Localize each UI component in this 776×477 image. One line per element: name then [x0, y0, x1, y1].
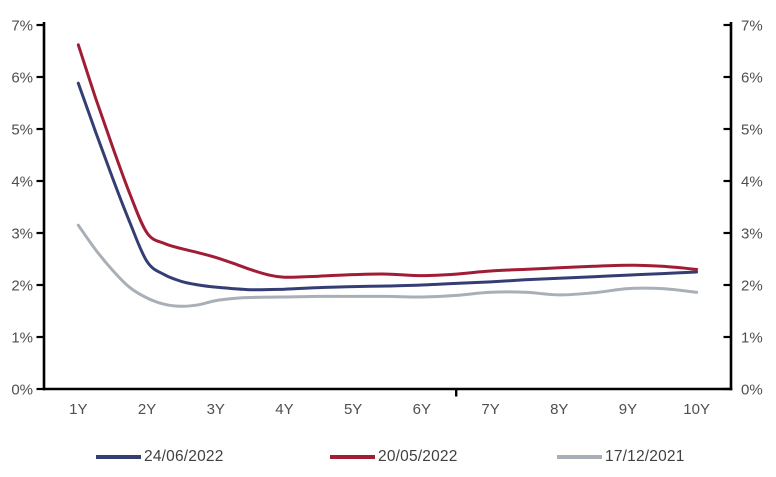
x-tick-label: 10Y: [683, 401, 710, 418]
series-lines: [76, 43, 699, 308]
chart-legend: 24/06/2022 20/05/2022 17/12/2021: [0, 445, 776, 469]
legend-line-swatch-red: [330, 455, 375, 459]
legend-label: 17/12/2021: [605, 448, 685, 465]
x-tick-label: 2Y: [138, 401, 156, 418]
y-tick-label-right: 7%: [741, 18, 763, 35]
y-tick-label-left: 6%: [11, 70, 33, 87]
legend-item-2: 17/12/2021: [557, 445, 685, 469]
x-tick-label: 9Y: [619, 401, 637, 418]
y-tick-label-left: 4%: [11, 174, 33, 191]
y-tick-label-right: 3%: [741, 226, 763, 243]
x-tick-label: 4Y: [275, 401, 293, 418]
x-tick-label: 7Y: [481, 401, 499, 418]
axis-tick-labels: 0% 0% 1% 1% 2% 2% 3% 3% 4% 4% 5% 5% 6% 6% 7% 7% 1Y 2Y 3Y 4Y…: [11, 18, 762, 419]
legend-label: 20/05/2022: [378, 448, 458, 465]
legend-item-0: 24/06/2022: [96, 445, 224, 469]
y-tick-label-right: 0%: [741, 382, 763, 399]
y-tick-label-right: 2%: [741, 278, 763, 295]
curve-20-05-2022: [76, 43, 699, 279]
y-tick-label-left: 2%: [11, 278, 33, 295]
axes: [42, 22, 733, 391]
y-tick-label-left: 7%: [11, 18, 33, 35]
x-tick-label: 5Y: [344, 401, 362, 418]
y-tick-label-right: 4%: [741, 174, 763, 191]
y-tick-label-right: 1%: [741, 330, 763, 347]
axis-ticks: [36, 23, 731, 397]
legend-line-swatch-blue: [96, 455, 141, 459]
x-tick-label: 6Y: [413, 401, 431, 418]
y-tick-label-left: 1%: [11, 330, 33, 347]
curve-17-12-2021: [76, 223, 699, 308]
y-tick-label-right: 6%: [741, 70, 763, 87]
x-tick-label: 1Y: [69, 401, 87, 418]
legend-line-swatch-gray: [557, 455, 602, 459]
curve-24-06-2022: [76, 81, 699, 292]
legend-label: 24/06/2022: [144, 448, 224, 465]
legend-item-1: 20/05/2022: [330, 445, 458, 469]
x-tick-label: 8Y: [550, 401, 568, 418]
y-tick-label-left: 3%: [11, 226, 33, 243]
y-tick-label-left: 0%: [11, 382, 33, 399]
x-tick-label: 3Y: [207, 401, 225, 418]
y-tick-label-left: 5%: [11, 122, 33, 139]
y-tick-label-right: 5%: [741, 122, 763, 139]
